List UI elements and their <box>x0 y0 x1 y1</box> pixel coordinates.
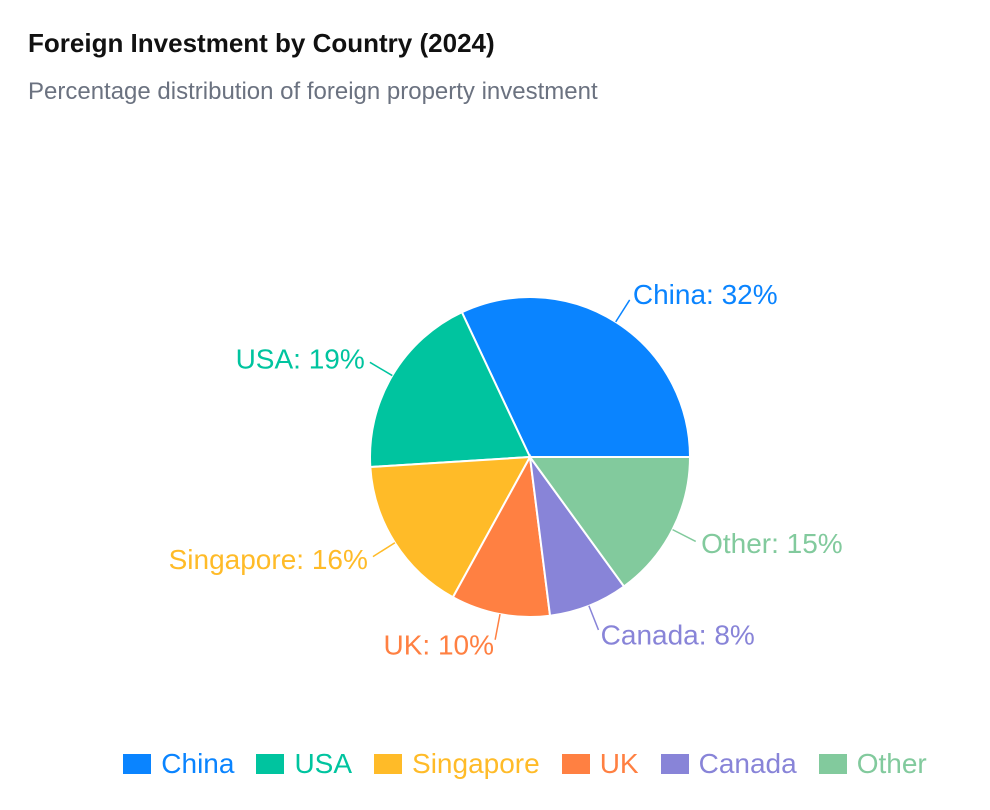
label-line-usa <box>369 361 393 377</box>
legend-swatch-icon <box>818 754 847 774</box>
pie-slice-china[interactable] <box>460 296 692 458</box>
pie-slice-singapore[interactable] <box>369 455 532 599</box>
data-label-other: Other: 15% <box>701 528 843 559</box>
data-label-usa: USA: 19% <box>236 343 365 374</box>
legend-swatch-icon <box>123 754 152 774</box>
legend-item-uk[interactable]: UK <box>561 748 639 780</box>
pie-slice-uk[interactable] <box>451 453 552 618</box>
pie-slice-other[interactable] <box>528 456 692 588</box>
pie-slice-usa[interactable] <box>369 310 532 469</box>
legend-swatch-icon <box>374 754 403 774</box>
legend-label: USA <box>294 748 353 779</box>
legend-swatch-icon <box>660 754 689 774</box>
data-label-china: China: 32% <box>633 279 778 310</box>
data-label-singapore: Singapore: 16% <box>169 544 368 575</box>
legend-item-singapore[interactable]: Singapore <box>374 748 540 780</box>
label-line-singapore <box>372 542 396 558</box>
chart-title: Foreign Investment by Country (2024) <box>28 28 495 58</box>
label-line-china <box>615 299 631 323</box>
legend-swatch-icon <box>561 754 590 774</box>
data-label-canada: Canada: 8% <box>601 620 755 651</box>
chart-legend: China USA Singapore UK Canada Other <box>0 748 990 780</box>
legend-label: Canada <box>698 748 797 779</box>
legend-item-other[interactable]: Other <box>818 748 927 780</box>
label-line-canada <box>588 605 600 631</box>
legend-label: Singapore <box>412 748 540 779</box>
data-label-uk: UK: 10% <box>384 630 495 661</box>
legend-item-usa[interactable]: USA <box>256 748 352 780</box>
legend-item-china[interactable]: China <box>123 748 234 780</box>
legend-label: UK <box>599 748 639 779</box>
legend-item-canada[interactable]: Canada <box>660 748 797 780</box>
legend-label: Other <box>856 748 927 779</box>
label-line-uk <box>494 614 501 640</box>
chart-subtitle: Percentage distribution of foreign prope… <box>28 78 598 105</box>
label-line-other <box>672 528 697 543</box>
legend-swatch-icon <box>256 754 285 774</box>
legend-label: China <box>161 748 235 779</box>
